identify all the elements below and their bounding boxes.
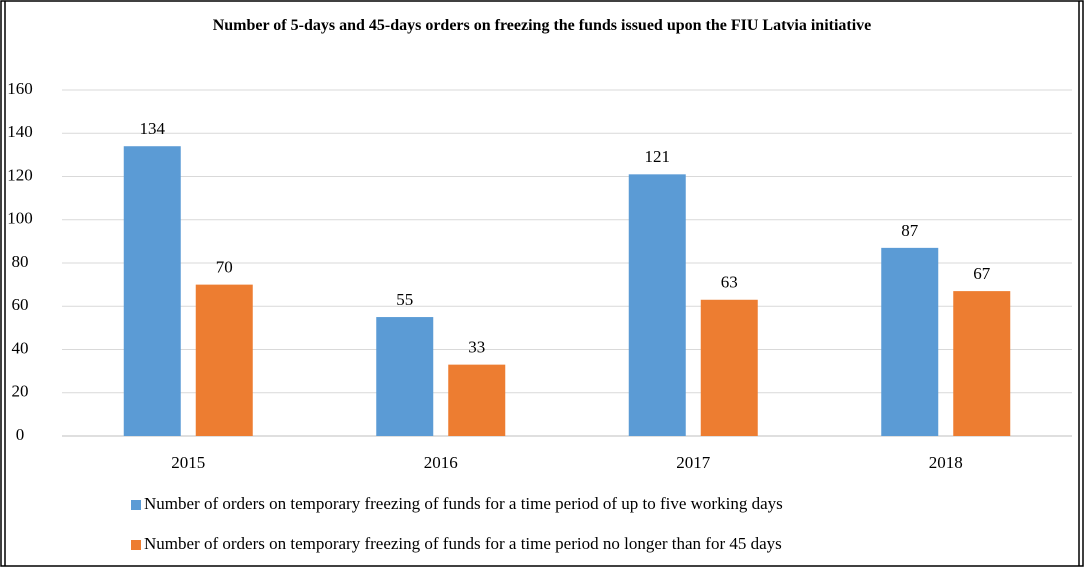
bar [953,291,1011,436]
x-tick-label: 2017 [676,453,711,472]
data-label: 55 [396,290,413,309]
data-label: 70 [216,258,233,277]
y-tick-label: 140 [7,122,33,141]
data-label: 63 [721,273,738,292]
bar [123,146,181,436]
bar [881,247,939,436]
legend-swatch [131,500,141,510]
data-label: 134 [140,119,166,138]
bar [448,364,506,436]
legend-label: Number of orders on temporary freezing o… [144,494,783,513]
y-tick-label: 100 [7,209,33,228]
bar [195,284,253,436]
x-tick-label: 2018 [929,453,963,472]
bar [700,299,758,436]
data-label: 121 [645,147,671,166]
y-tick-label: 20 [12,382,29,401]
chart-title: Number of 5-days and 45-days orders on f… [212,17,872,34]
data-label: 87 [901,221,919,240]
y-tick-label: 80 [12,252,29,271]
y-tick-label: 0 [16,425,25,444]
y-tick-label: 60 [12,295,29,314]
legend-label: Number of orders on temporary freezing o… [144,534,782,553]
x-tick-label: 2016 [424,453,458,472]
bar [628,174,686,436]
y-tick-label: 40 [12,338,29,357]
y-tick-label: 120 [7,165,33,184]
x-tick-label: 2015 [171,453,205,472]
data-label: 33 [468,338,485,357]
legend-swatch [131,540,141,550]
data-label: 67 [973,264,991,283]
bar [376,317,434,436]
y-tick-label: 160 [7,79,33,98]
